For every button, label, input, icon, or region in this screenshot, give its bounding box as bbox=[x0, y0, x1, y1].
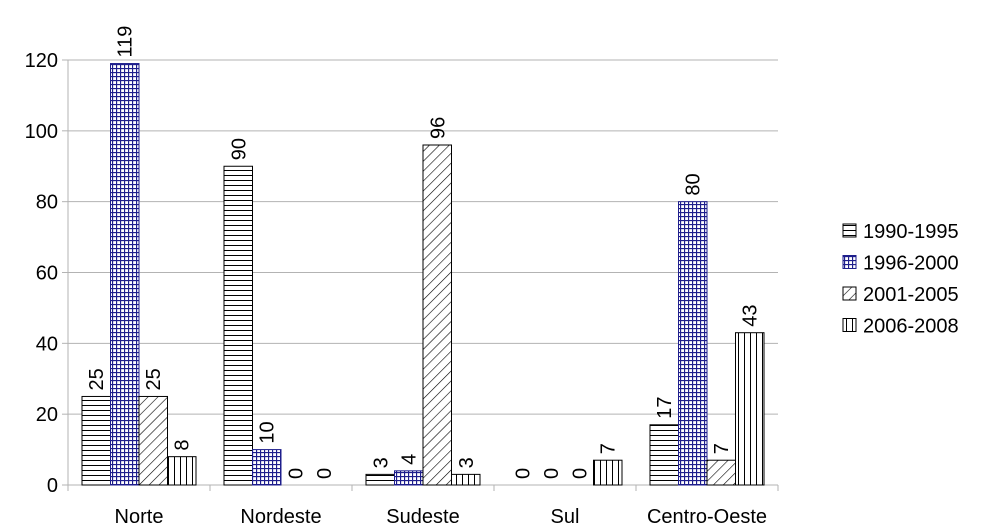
bar-2001-2005 bbox=[706, 459, 736, 486]
y-tick-label: 60 bbox=[36, 263, 58, 285]
y-tick-label: 100 bbox=[25, 121, 58, 143]
data-label: 25 bbox=[86, 368, 108, 390]
data-label: 0 bbox=[285, 468, 307, 479]
data-label: 119 bbox=[115, 26, 137, 58]
data-label: 0 bbox=[541, 468, 563, 479]
data-label: 7 bbox=[711, 443, 733, 454]
legend-swatch bbox=[842, 223, 857, 238]
data-label: 90 bbox=[228, 138, 250, 160]
x-category-label: Centro-Oeste bbox=[647, 506, 767, 528]
legend-label: 2006-2008 bbox=[863, 316, 959, 338]
data-label: 17 bbox=[654, 397, 676, 419]
bar-1996-2000 bbox=[394, 470, 424, 486]
data-label: 7 bbox=[598, 443, 620, 454]
data-label: 8 bbox=[172, 440, 194, 451]
bar-1990-1995 bbox=[223, 165, 253, 486]
legend-swatch bbox=[842, 255, 857, 269]
bars bbox=[81, 63, 765, 486]
legend-swatch bbox=[842, 318, 857, 332]
legend-label: 1996-2000 bbox=[863, 253, 959, 275]
data-label: 10 bbox=[257, 421, 279, 443]
legend-swatch bbox=[842, 286, 857, 301]
bar-2001-2005 bbox=[422, 144, 452, 486]
data-label: 0 bbox=[314, 468, 336, 479]
legend: 1990-1995 1996-2000 2001-2005 2006-2008 bbox=[842, 221, 959, 338]
data-label: 0 bbox=[512, 468, 534, 479]
data-label: 3 bbox=[370, 457, 392, 468]
bar-1990-1995 bbox=[81, 395, 111, 486]
bar-2006-2008 bbox=[451, 473, 481, 486]
x-category-label: Sul bbox=[551, 506, 580, 528]
data-label: 96 bbox=[427, 117, 449, 139]
data-label: 25 bbox=[143, 368, 165, 390]
bar-2006-2008 bbox=[735, 332, 765, 486]
legend-label: 1990-1995 bbox=[863, 221, 959, 243]
bar-1996-2000 bbox=[110, 63, 140, 486]
data-label: 43 bbox=[740, 304, 762, 326]
bar-1990-1995 bbox=[365, 473, 395, 486]
bar-2001-2005 bbox=[138, 395, 168, 486]
bar-2006-2008 bbox=[593, 459, 623, 486]
y-tick-label: 40 bbox=[36, 333, 58, 355]
x-category-label: Nordeste bbox=[240, 506, 321, 528]
bar-2006-2008 bbox=[167, 456, 197, 486]
data-label: 0 bbox=[569, 468, 591, 479]
data-label: 80 bbox=[683, 173, 705, 195]
data-label: 4 bbox=[399, 454, 421, 465]
x-category-label: Norte bbox=[115, 506, 164, 528]
bar-1996-2000 bbox=[252, 449, 282, 486]
y-tick-label: 20 bbox=[36, 404, 58, 426]
legend-label: 2001-2005 bbox=[863, 284, 959, 306]
y-tick-label: 0 bbox=[47, 475, 58, 497]
x-category-label: Sudeste bbox=[386, 506, 459, 528]
bar-1990-1995 bbox=[649, 424, 679, 486]
y-tick-label: 80 bbox=[36, 192, 58, 214]
data-label: 3 bbox=[456, 457, 478, 468]
y-tick-label: 120 bbox=[25, 50, 58, 72]
bar-1996-2000 bbox=[678, 201, 708, 486]
